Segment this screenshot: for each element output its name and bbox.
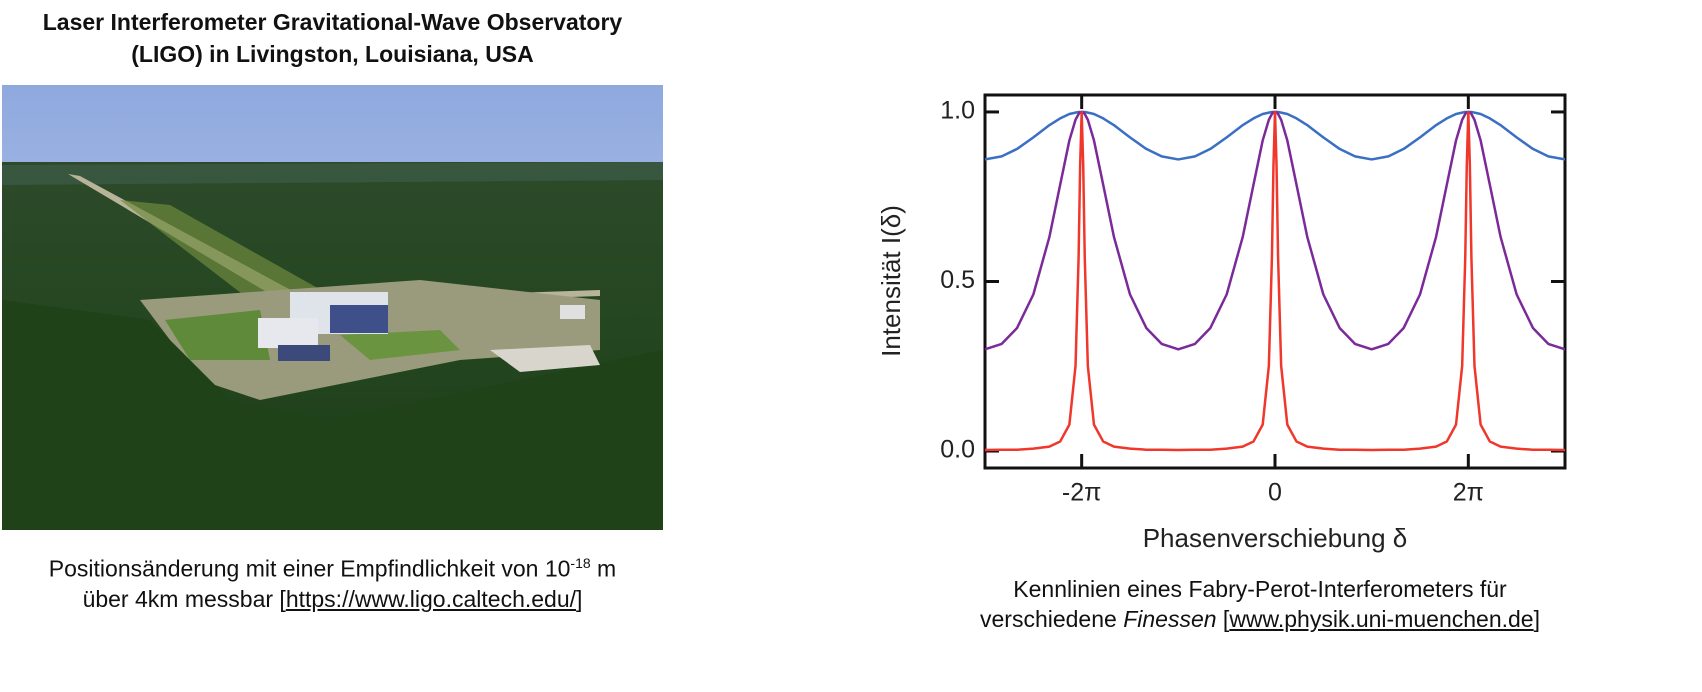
chart-caption: Kennlinien eines Fabry-Perot-Interferome… (880, 574, 1640, 634)
caption-text: [ (1216, 606, 1230, 632)
caption-text: Kennlinien eines Fabry-Perot-Interferome… (1013, 576, 1507, 602)
curve (985, 110, 1565, 452)
caption-italic: Finessen (1123, 606, 1217, 632)
photo-title: Laser Interferometer Gravitational-Wave … (0, 6, 665, 70)
y-tick-label: 0.5 (940, 266, 975, 294)
y-tick-label: 1.0 (940, 97, 975, 125)
caption-text: verschiedene (980, 606, 1124, 632)
x-tick-label: -2π (1062, 479, 1101, 507)
caption-text: ] (576, 585, 583, 612)
caption-text: m (590, 555, 617, 582)
y-axis-title: Intensität I(δ) (876, 205, 906, 357)
photo-caption: Positionsänderung mit einer Empfindlichk… (0, 548, 665, 614)
source-link[interactable]: https://www.ligo.caltech.edu/ (285, 585, 577, 612)
y-tick-label: 0.0 (940, 436, 975, 464)
x-tick-label: 0 (1268, 479, 1282, 507)
caption-exponent: -18 (570, 555, 591, 571)
ligo-photo (2, 85, 663, 530)
title-line: (LIGO) in Livingston, Louisiana, USA (131, 41, 534, 67)
caption-text: über 4km messbar [ (82, 585, 286, 612)
caption-text: ] (1533, 606, 1540, 632)
caption-text: Positionsänderung mit einer Empfindlichk… (48, 555, 571, 582)
x-axis-title: Phasenverschiebung δ (1143, 523, 1408, 553)
x-tick-label: 2π (1453, 479, 1484, 507)
source-link[interactable]: www.physik.uni-muenchen.de (1229, 606, 1534, 632)
title-line: Laser Interferometer Gravitational-Wave … (42, 9, 623, 35)
